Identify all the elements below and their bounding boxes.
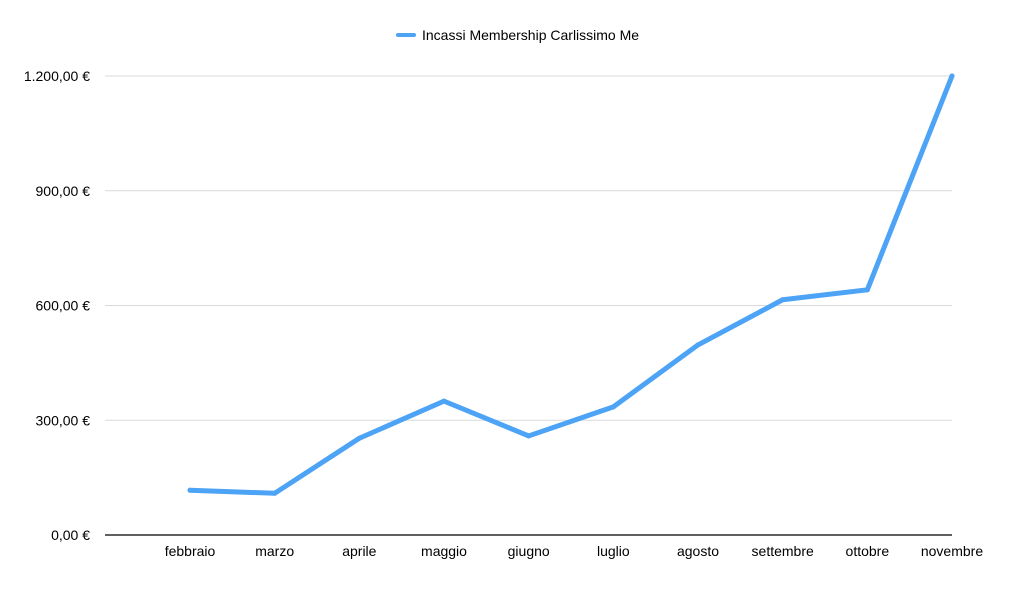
x-tick-label: marzo: [255, 543, 294, 559]
data-point: [949, 73, 955, 79]
x-tick-label: novembre: [921, 543, 983, 559]
data-point: [187, 487, 193, 493]
legend-label: Incassi Membership Carlissimo Me: [422, 27, 639, 43]
series-line: [187, 73, 955, 496]
x-tick-label: maggio: [421, 543, 467, 559]
data-point: [441, 398, 447, 404]
data-point: [526, 433, 532, 439]
data-point: [864, 287, 870, 293]
data-point: [356, 435, 362, 441]
x-axis: febbraio marzo aprile maggio giugno luglio ago…: [105, 534, 983, 559]
x-tick-label: settembre: [752, 543, 814, 559]
series-layer: [187, 73, 955, 496]
grid: [105, 75, 952, 421]
x-tick-label: aprile: [342, 543, 376, 559]
x-tick-label: ottobre: [846, 543, 890, 559]
data-point: [695, 342, 701, 348]
data-point: [610, 404, 616, 410]
y-tick-label: 0,00 €: [51, 527, 90, 543]
y-tick-label: 1.200,00 €: [24, 68, 90, 84]
y-tick-label: 600,00 €: [36, 298, 91, 314]
data-point: [780, 297, 786, 303]
x-tick-label: agosto: [677, 543, 719, 559]
y-axis: 0,00 € 300,00 € 600,00 € 900,00 € 1.200,00 €: [24, 68, 90, 543]
x-tick-label: febbraio: [165, 543, 216, 559]
x-tick-label: luglio: [597, 543, 630, 559]
data-point: [272, 490, 278, 496]
x-tick-label: giugno: [508, 543, 550, 559]
legend: Incassi Membership Carlissimo Me: [396, 27, 639, 43]
y-tick-label: 900,00 €: [36, 183, 91, 199]
y-tick-label: 300,00 €: [36, 412, 91, 428]
